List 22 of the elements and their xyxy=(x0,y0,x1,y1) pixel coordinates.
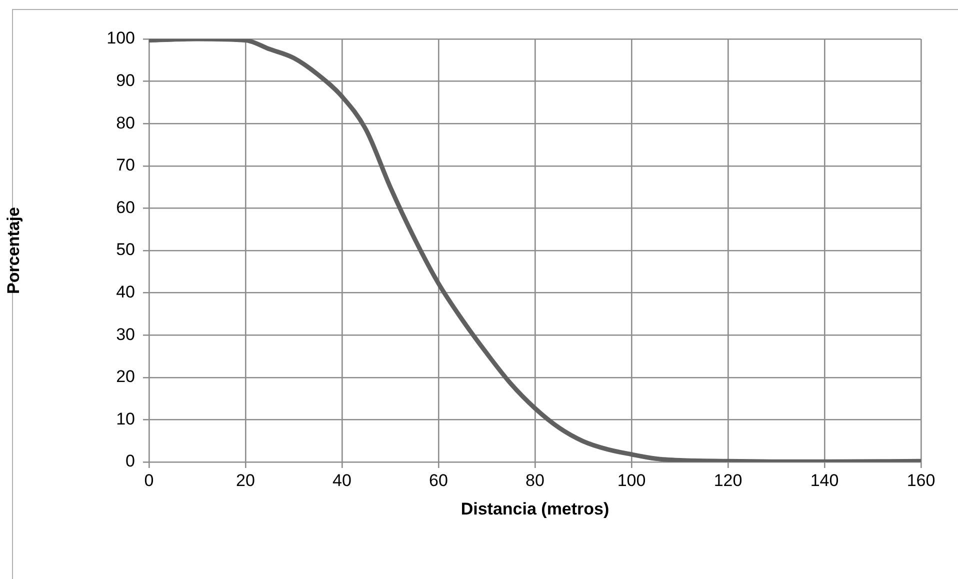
y-axis-title: Porcentaje xyxy=(4,207,23,294)
x-tick-label: 60 xyxy=(429,470,448,490)
x-tick-label: 100 xyxy=(617,470,646,490)
y-tick-label: 10 xyxy=(116,409,135,428)
y-tick-label: 50 xyxy=(116,240,135,260)
y-tick-label: 20 xyxy=(116,367,135,386)
x-tick-label: 20 xyxy=(236,470,255,490)
x-tick-label: 120 xyxy=(714,470,742,490)
y-tick-label: 60 xyxy=(116,198,135,217)
x-tick-label: 140 xyxy=(810,470,839,490)
y-tick-label: 100 xyxy=(106,28,135,48)
y-tick-label: 0 xyxy=(126,452,135,471)
x-tick-label: 40 xyxy=(332,470,352,490)
x-axis-title: Distancia (metros) xyxy=(460,499,610,518)
x-tick-label: 80 xyxy=(526,470,544,490)
x-tick-label: 160 xyxy=(906,470,936,490)
x-tick-label: 0 xyxy=(144,470,154,490)
y-tick-label: 30 xyxy=(116,324,135,344)
y-tick-label: 70 xyxy=(116,156,135,175)
y-tick-label: 80 xyxy=(116,113,135,132)
y-tick-label: 40 xyxy=(116,282,135,302)
y-tick-label: 90 xyxy=(116,70,135,90)
